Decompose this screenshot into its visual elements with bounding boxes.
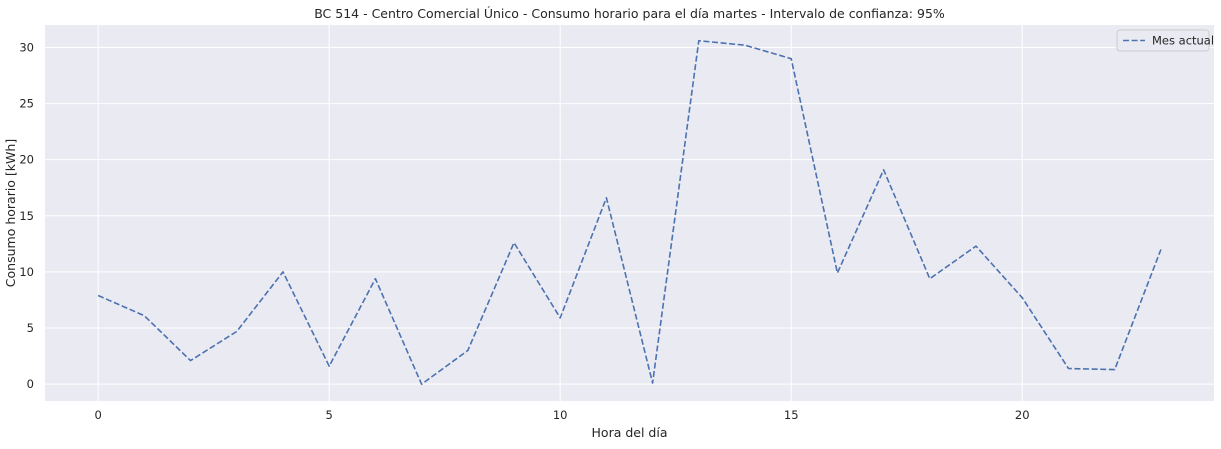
series-layer [97,39,1162,386]
legend-box [1116,29,1210,52]
x-tick-label: 0 [94,408,101,422]
x-axis: 0 5 10 15 20 [94,408,1029,422]
legend-label-mes-actual: Mes actual [1152,34,1214,48]
legend: Mes actual [1116,29,1214,52]
y-axis-label: Consumo horario [kWh] [3,139,18,287]
series-line-mes-actual [97,39,1162,386]
plot-area [45,25,1214,401]
y-tick-label: 15 [19,209,34,223]
x-tick-label: 20 [1015,408,1030,422]
y-tick-label: 20 [19,153,34,167]
x-tick-label: 10 [553,408,568,422]
x-axis-label: Hora del día [592,425,668,440]
y-tick-label: 10 [19,265,34,279]
y-tick-label: 5 [27,321,34,335]
y-axis: 0 5 10 15 20 25 30 [19,40,34,391]
y-tick-label: 30 [19,40,34,54]
y-tick-label: 25 [19,97,34,111]
y-tick-label: 0 [27,377,34,391]
x-tick-label: 5 [325,408,332,422]
chart-title: BC 514 - Centro Comercial Único - Consum… [314,6,945,21]
x-tick-label: 15 [784,408,799,422]
